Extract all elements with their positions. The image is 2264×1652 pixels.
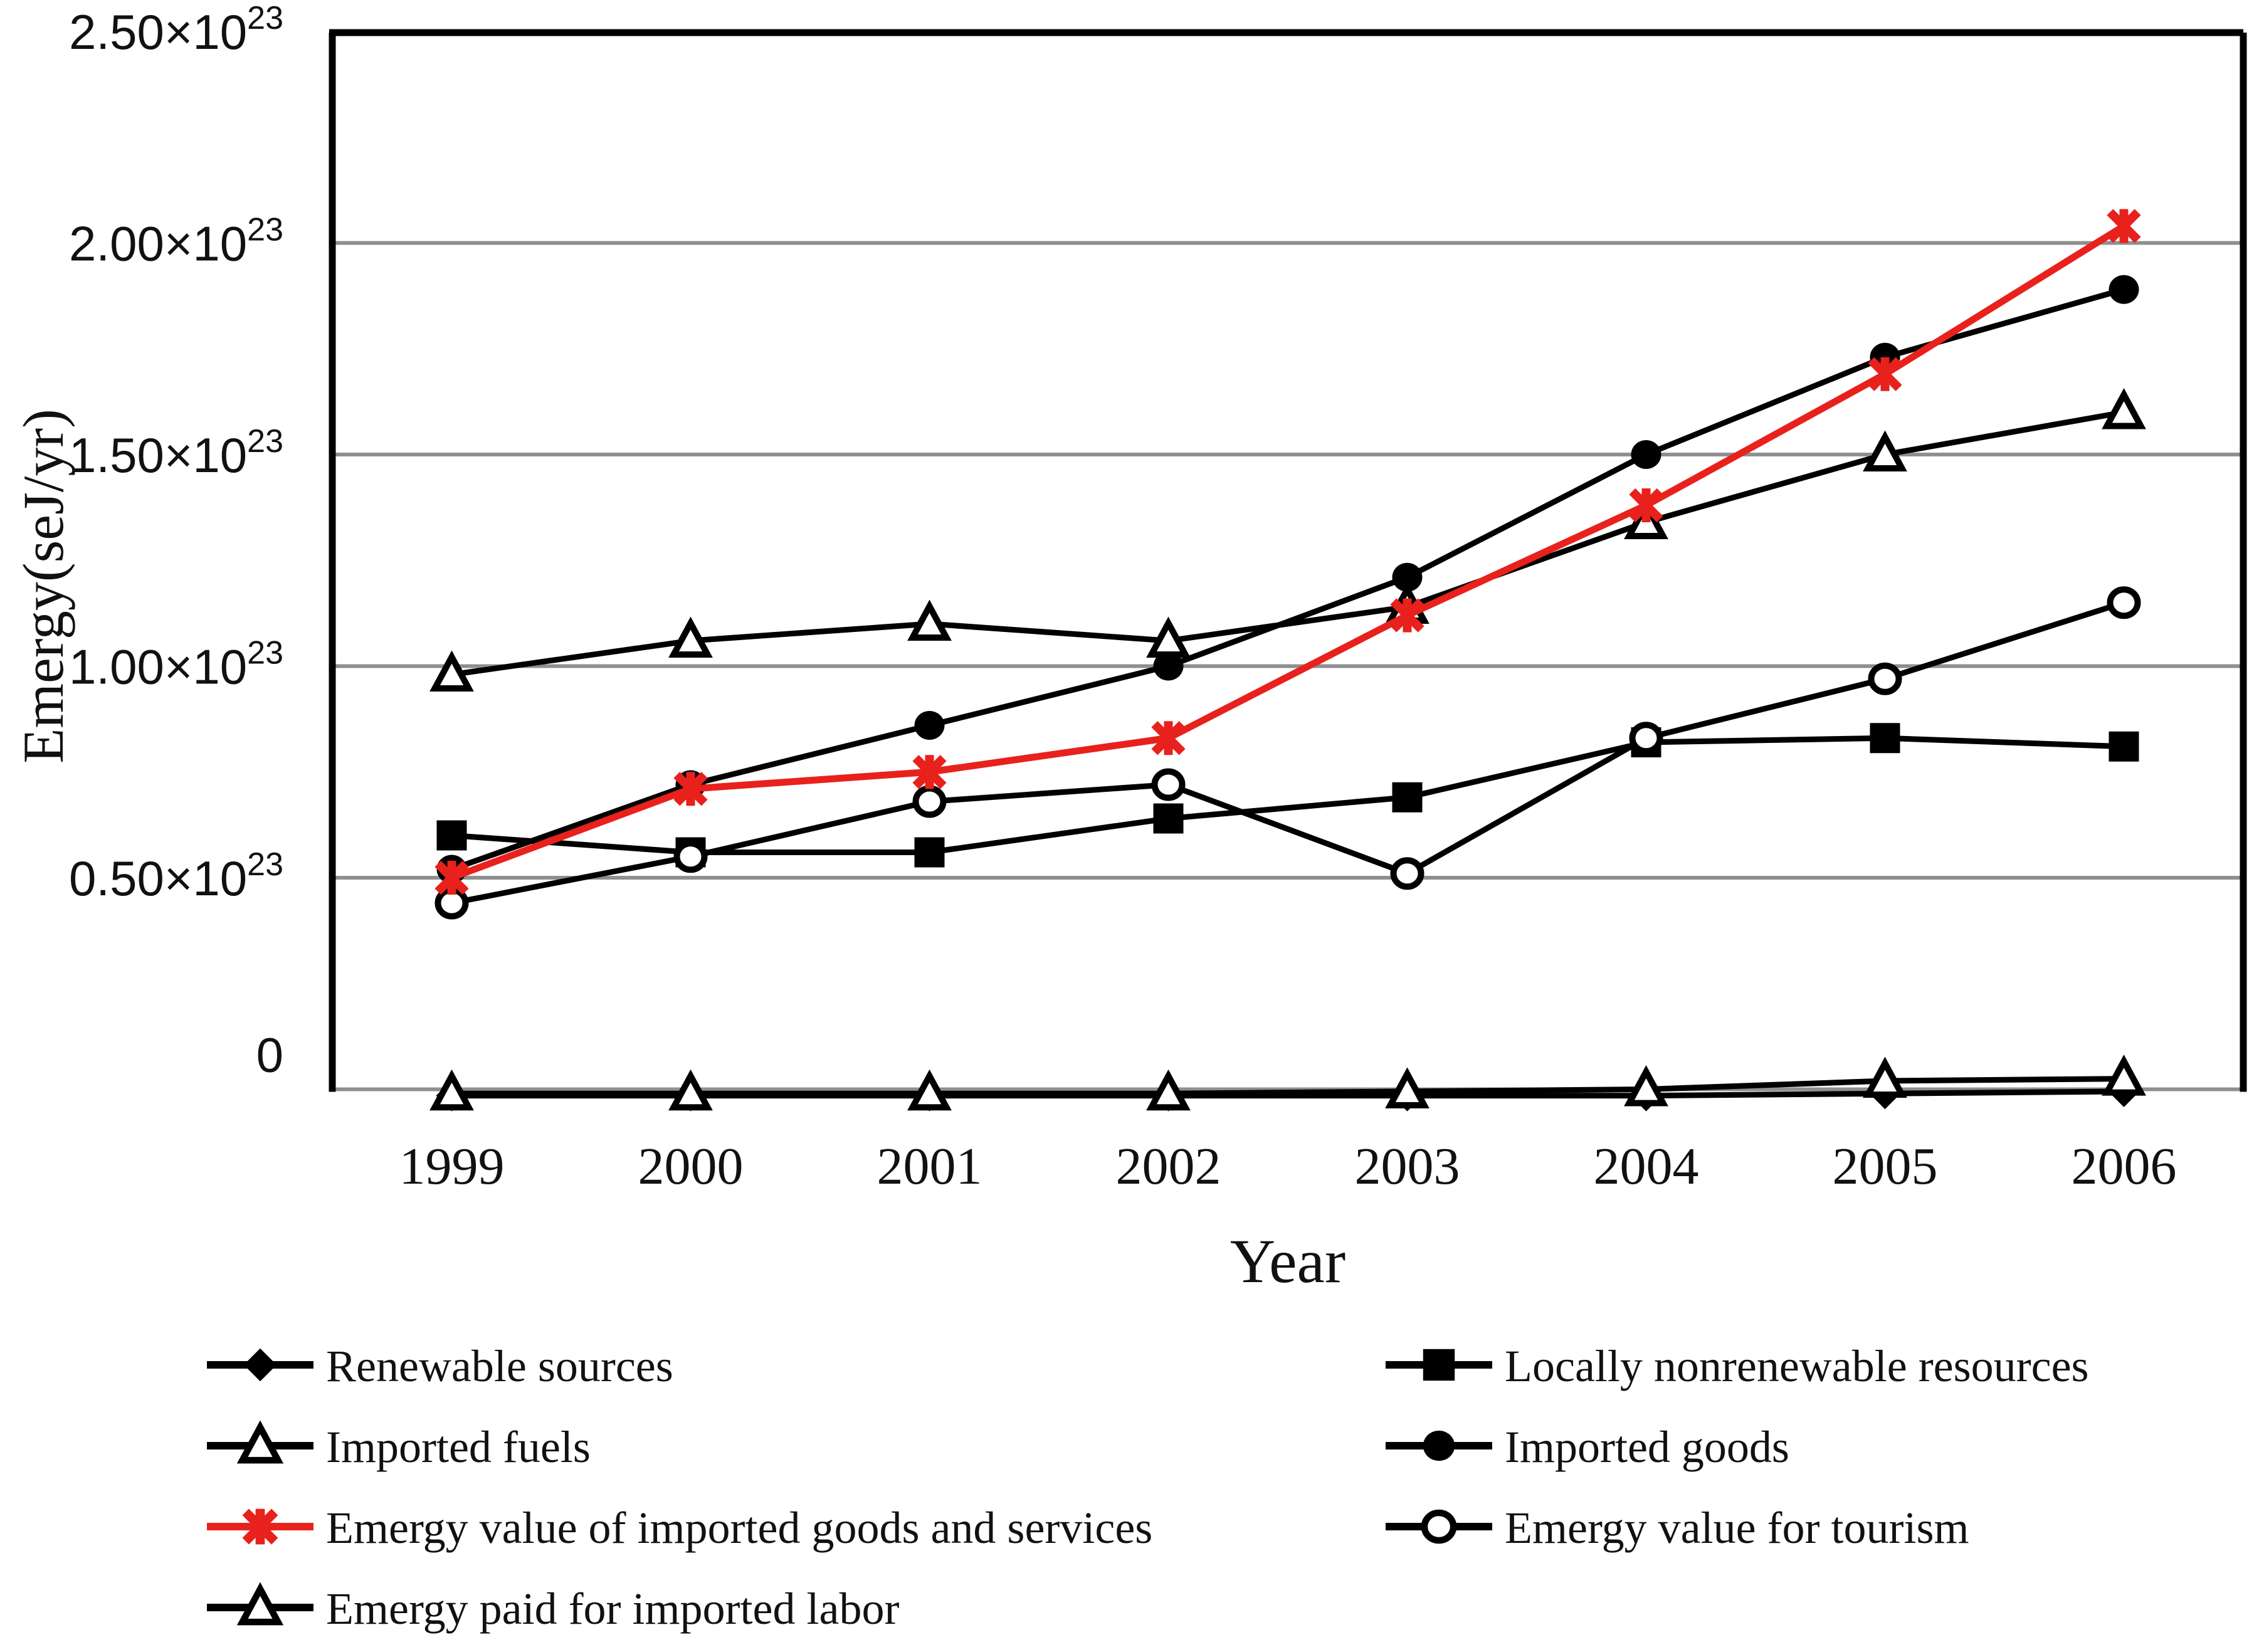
series-imported-goods bbox=[436, 275, 2139, 884]
triangle-marker bbox=[907, 599, 952, 641]
legend-item: Renewable sources bbox=[207, 1341, 673, 1391]
triangle-marker bbox=[668, 616, 713, 658]
square-marker bbox=[1423, 1349, 1455, 1381]
x-tick-label: 2000 bbox=[638, 1137, 744, 1196]
x-tick-label: 2005 bbox=[1833, 1137, 1938, 1196]
open-circle-marker bbox=[2107, 586, 2141, 619]
series-emergy-value-for-tourism bbox=[434, 586, 2141, 920]
data-series bbox=[429, 209, 2146, 1112]
series-line bbox=[450, 223, 2126, 881]
y-tick-label: 0 bbox=[256, 1028, 283, 1083]
series-line bbox=[451, 599, 2125, 906]
triangle-marker bbox=[2102, 1055, 2146, 1096]
series-imported-fuels bbox=[429, 387, 2146, 692]
circle-marker bbox=[2109, 275, 2139, 304]
triangle-marker bbox=[2102, 387, 2146, 429]
y-tick-label: 1.00×1023 bbox=[69, 635, 283, 695]
x-tick-label: 2001 bbox=[877, 1137, 982, 1196]
y-axis-tick-labels: 2.50×1023 2.00×1023 1.50×1023 1.00×1023 0.50… bbox=[69, 0, 283, 1083]
asterisk-marker bbox=[1629, 488, 1663, 523]
circle-marker bbox=[1153, 651, 1184, 681]
triangle-marker bbox=[236, 1582, 284, 1626]
series-line bbox=[451, 409, 2125, 678]
legend-item: Emergy paid for imported labor bbox=[207, 1582, 899, 1634]
y-tick-label: 0.50×1023 bbox=[69, 846, 283, 906]
x-tick-label: 2006 bbox=[2072, 1137, 2177, 1196]
square-marker bbox=[1153, 803, 1184, 834]
x-tick-label: 2003 bbox=[1355, 1137, 1460, 1196]
asterisk-marker bbox=[434, 860, 469, 895]
triangle-marker bbox=[1146, 616, 1191, 658]
triangle-marker bbox=[1624, 1065, 1668, 1107]
legend-item: Imported fuels bbox=[207, 1420, 591, 1472]
y-tick-label: 1.50×1023 bbox=[69, 423, 283, 483]
legend-label: Imported fuels bbox=[326, 1422, 591, 1472]
gridlines bbox=[332, 241, 2243, 1092]
legend: Renewable sources Imported fuels Emergy va… bbox=[207, 1341, 2089, 1634]
y-tick-label: 2.50×1023 bbox=[69, 0, 283, 60]
x-axis-tick-labels: 1999 2000 2001 2002 2003 2004 2005 2006 bbox=[399, 1137, 2177, 1196]
open-circle-marker bbox=[912, 785, 947, 818]
open-circle-marker bbox=[673, 840, 708, 873]
series-line bbox=[450, 287, 2125, 872]
asterisk-marker bbox=[1390, 598, 1424, 633]
triangle-marker bbox=[1385, 1067, 1429, 1108]
asterisk-marker bbox=[2107, 209, 2141, 243]
open-circle-marker bbox=[1868, 662, 1902, 695]
asterisk-marker bbox=[242, 1508, 278, 1545]
triangle-marker bbox=[429, 1069, 474, 1111]
square-marker bbox=[914, 837, 945, 868]
legend-label: Locally nonrenewable resources bbox=[1505, 1341, 2089, 1391]
diamond-marker bbox=[243, 1348, 277, 1382]
x-tick-label: 2004 bbox=[1594, 1137, 1699, 1196]
legend-item: Imported goods bbox=[1386, 1422, 1789, 1472]
x-tick-label: 1999 bbox=[399, 1137, 505, 1196]
triangle-marker bbox=[1146, 1069, 1191, 1111]
circle-marker bbox=[1392, 562, 1423, 592]
series-emergy-paid-for-imported-labor bbox=[429, 1055, 2146, 1111]
circle-marker bbox=[1631, 440, 1661, 469]
square-marker bbox=[1870, 723, 1900, 754]
open-circle-marker bbox=[1151, 768, 1186, 801]
series-line bbox=[451, 1076, 2124, 1097]
legend-item: Emergy value of imported goods and servi… bbox=[207, 1503, 1152, 1553]
legend-item: Emergy value for tourism bbox=[1386, 1503, 1969, 1553]
legend-label: Emergy value of imported goods and servi… bbox=[326, 1503, 1152, 1553]
triangle-marker bbox=[236, 1420, 284, 1464]
legend-label: Emergy paid for imported labor bbox=[326, 1584, 899, 1634]
open-circle-marker bbox=[1421, 1509, 1457, 1544]
circle-marker bbox=[914, 711, 945, 740]
square-marker bbox=[436, 820, 467, 851]
triangle-marker bbox=[1863, 430, 1907, 471]
asterisk-marker bbox=[673, 772, 708, 806]
triangle-marker bbox=[668, 1069, 713, 1111]
triangle-marker bbox=[907, 1069, 952, 1111]
open-circle-marker bbox=[1390, 857, 1424, 890]
square-marker bbox=[1392, 782, 1423, 813]
asterisk-marker bbox=[1151, 721, 1186, 755]
open-circle-marker bbox=[1629, 722, 1663, 755]
series-emergy-value-of-imported-goods-and-services bbox=[434, 209, 2141, 895]
y-axis-title: Emergy(seJ/yr) bbox=[11, 409, 75, 763]
y-tick-label: 2.00×1023 bbox=[69, 212, 283, 271]
legend-label: Emergy value for tourism bbox=[1505, 1503, 1969, 1553]
asterisk-marker bbox=[912, 755, 947, 789]
circle-marker bbox=[1423, 1430, 1455, 1461]
square-marker bbox=[2109, 731, 2139, 762]
plot-border bbox=[329, 29, 2247, 1092]
x-tick-label: 2002 bbox=[1116, 1137, 1221, 1196]
triangle-marker bbox=[1863, 1056, 1907, 1098]
asterisk-marker bbox=[1868, 357, 1902, 391]
legend-label: Imported goods bbox=[1505, 1422, 1789, 1472]
legend-item: Locally nonrenewable resources bbox=[1386, 1341, 2089, 1391]
series-line bbox=[451, 735, 2124, 855]
legend-label: Renewable sources bbox=[326, 1341, 673, 1391]
triangle-marker bbox=[429, 650, 474, 692]
x-axis-title: Year bbox=[1230, 1226, 1345, 1296]
